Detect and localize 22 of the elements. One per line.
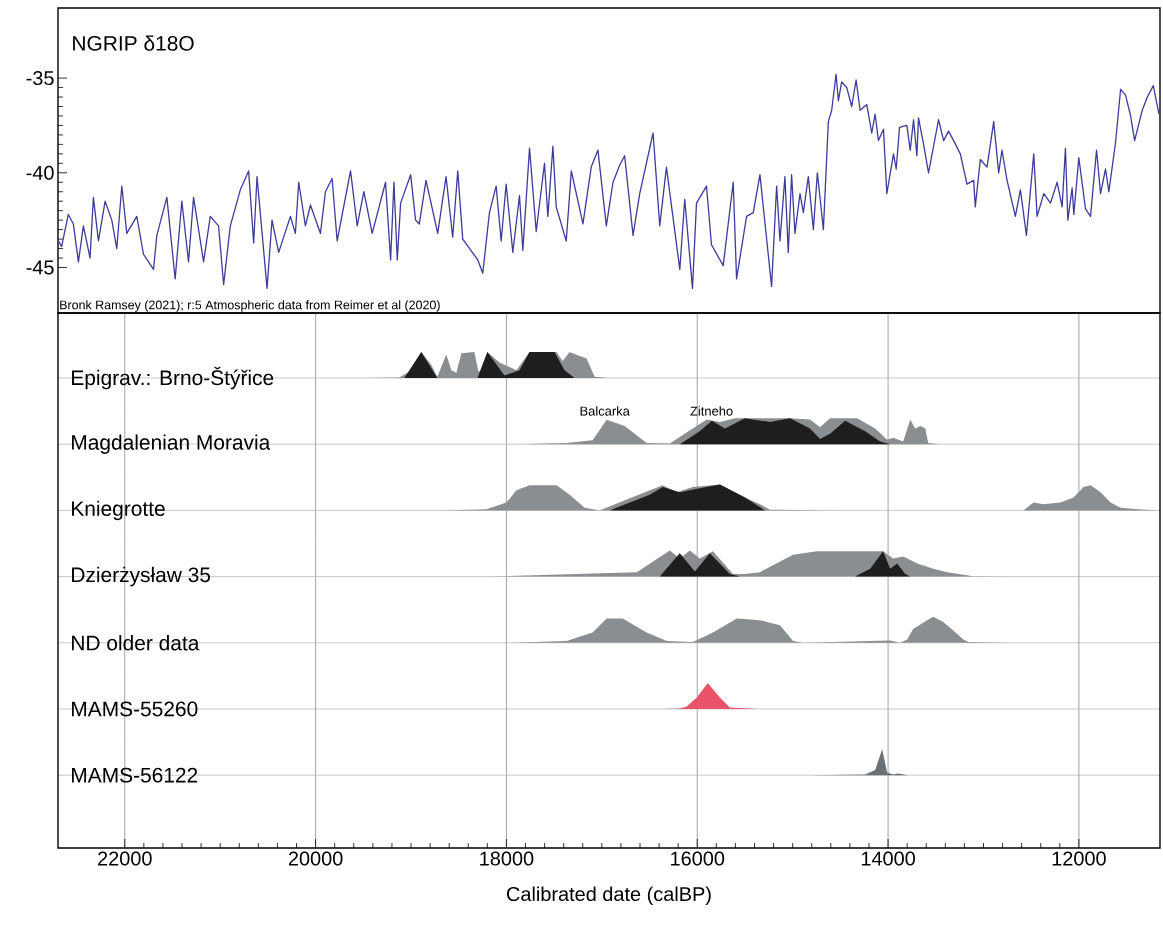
x-tick-label: 20000: [288, 851, 343, 866]
line-series: [57, 73, 1160, 289]
text: NGRIP δ18O: [73, 35, 194, 51]
x-tick-label: 16000: [671, 851, 725, 866]
x-axis-title: Calibrated date (calBP): [507, 886, 711, 906]
annotation: Balcarka: [580, 406, 630, 416]
x-tick-label: 18000: [480, 851, 534, 866]
text: Kniegrotte: [72, 500, 165, 521]
x-tick-label: 22000: [98, 851, 152, 866]
text: ND older data: [72, 635, 200, 651]
y-tick-label: -45: [26, 260, 54, 275]
text: Epigrav.: Brno-Štýřice: [72, 366, 274, 390]
x-tick-label: 14000: [861, 851, 915, 866]
x-tick-label: 12000: [1052, 851, 1106, 866]
text: MAMS-56122: [72, 767, 198, 783]
text: MAMS-55260: [72, 701, 198, 717]
text: Dzierżysław 35: [72, 566, 211, 587]
annotation: Zitneho: [690, 406, 733, 416]
y-tick-label: -35: [26, 71, 54, 86]
y-tick-label: -40: [26, 165, 54, 180]
annotation: Bronk Ramsey (2021); r:5 Atmospheric data from Reimer et al (2020): [60, 300, 440, 312]
text: Magdalenian Moravia: [72, 434, 271, 454]
